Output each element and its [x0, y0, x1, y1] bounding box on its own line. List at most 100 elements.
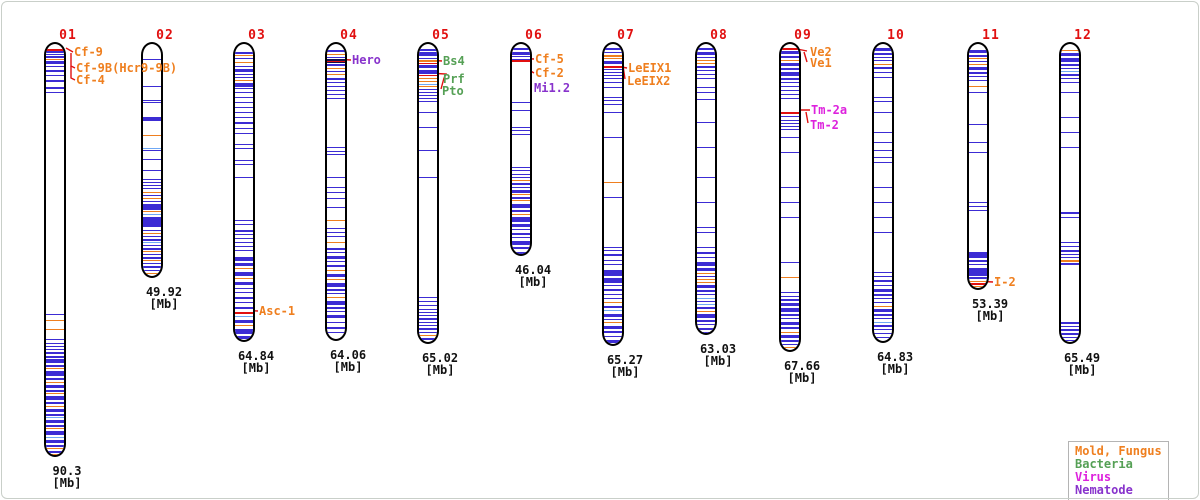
band	[327, 78, 345, 80]
gene-label-Prf: Prf	[443, 72, 465, 86]
band	[969, 152, 987, 153]
band	[327, 228, 345, 229]
band	[512, 194, 530, 195]
band	[512, 247, 530, 249]
chromosome-04-number: 04	[340, 28, 358, 43]
band	[781, 322, 799, 325]
band	[419, 318, 437, 320]
chromosome-01-bar	[44, 42, 66, 457]
gene-label-Hero: Hero	[352, 53, 381, 67]
band	[1061, 246, 1079, 247]
band	[512, 180, 530, 181]
band	[874, 306, 892, 307]
band	[604, 82, 622, 83]
gene-label-LeEIX2: LeEIX2	[627, 74, 671, 88]
band	[143, 254, 161, 255]
band	[604, 182, 622, 183]
band	[1061, 217, 1079, 218]
band	[697, 227, 715, 228]
band	[419, 78, 437, 79]
band	[327, 177, 345, 178]
chromosome-11-bar	[967, 42, 989, 290]
gene-label-Cf-5: Cf-5	[535, 52, 564, 66]
band	[697, 290, 715, 292]
band	[512, 200, 530, 201]
chromosome-07-size-label: 65.27 [Mb]	[606, 353, 644, 379]
band	[419, 81, 437, 82]
band	[969, 142, 987, 143]
band	[1061, 64, 1079, 66]
band	[512, 229, 530, 230]
band	[969, 277, 987, 279]
band	[419, 177, 437, 178]
chromosome-03-number: 03	[248, 28, 266, 43]
gene-marker-band-Asc-1	[235, 312, 253, 314]
band	[604, 260, 622, 261]
band	[327, 289, 345, 291]
band	[874, 318, 892, 319]
band	[419, 70, 437, 74]
band	[697, 276, 715, 277]
band	[874, 112, 892, 113]
chromosome-06-bar	[510, 42, 532, 256]
band	[143, 245, 161, 246]
band	[235, 88, 253, 89]
band	[419, 342, 437, 343]
gene-leader-Ve1	[803, 51, 808, 63]
chromosome-07-number: 07	[617, 28, 635, 43]
band	[781, 340, 799, 342]
band	[46, 385, 64, 388]
band	[1061, 147, 1079, 148]
band	[46, 356, 64, 358]
band	[781, 314, 799, 316]
band	[874, 337, 892, 338]
gene-marker-band-Tm-2a	[781, 112, 799, 114]
band	[604, 137, 622, 138]
band	[874, 272, 892, 273]
band	[874, 162, 892, 163]
band	[327, 232, 345, 233]
band	[1061, 340, 1079, 341]
band	[874, 60, 892, 61]
band	[419, 312, 437, 313]
band	[781, 116, 799, 117]
band	[604, 112, 622, 113]
band	[604, 270, 622, 276]
band	[46, 368, 64, 369]
band	[419, 328, 437, 330]
band	[327, 90, 345, 91]
band	[1061, 250, 1079, 252]
band	[235, 307, 253, 309]
band	[327, 283, 345, 287]
band	[697, 202, 715, 203]
band	[969, 76, 987, 77]
band	[874, 77, 892, 78]
band	[327, 98, 345, 99]
band	[46, 409, 64, 412]
band	[874, 67, 892, 69]
band	[143, 148, 161, 149]
band	[143, 260, 161, 261]
band	[143, 135, 161, 136]
chromosome-01-size-label: 90.3 [Mb]	[52, 464, 82, 490]
band	[235, 66, 253, 67]
band	[327, 261, 345, 262]
band	[235, 160, 253, 161]
chromosome-08-number: 08	[710, 28, 728, 43]
band	[46, 349, 64, 350]
gene-label-Ve1: Ve1	[810, 56, 832, 70]
chromosome-12-bar	[1059, 42, 1081, 344]
band	[327, 274, 345, 277]
band	[143, 100, 161, 101]
band	[235, 238, 253, 239]
band	[327, 311, 345, 312]
band	[604, 100, 622, 101]
band	[874, 309, 892, 312]
band	[235, 302, 253, 303]
band	[327, 297, 345, 298]
chromosome-03-size-label: 64.84 [Mb]	[237, 349, 275, 375]
band	[781, 60, 799, 61]
band	[235, 242, 253, 243]
band	[419, 92, 437, 93]
